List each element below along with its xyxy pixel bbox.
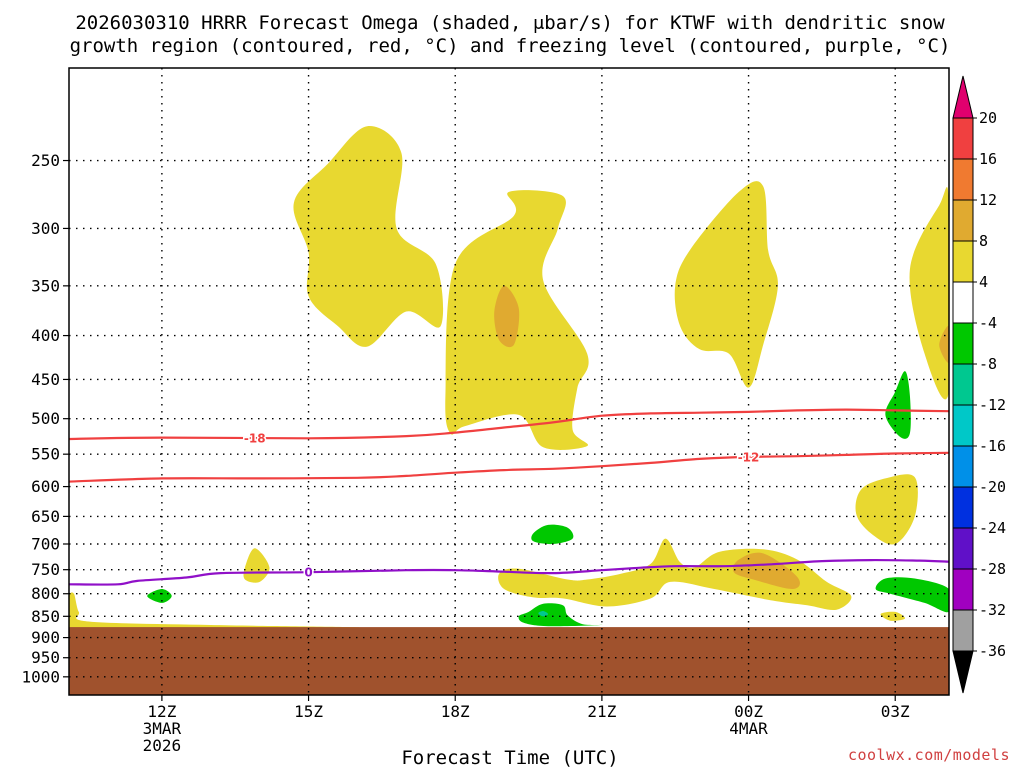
y-tick-label-550: 550 (31, 445, 60, 464)
y-tick-label-650: 650 (31, 507, 60, 526)
omega-region-17 (875, 577, 949, 613)
omega-region-6 (939, 325, 949, 363)
x-tick-label-21z-1: 21Z (587, 702, 616, 721)
omega-region-14 (531, 524, 574, 545)
colorbar-bin-9 (952, 445, 974, 488)
colorbar-tick-label-14: -36 (979, 642, 1006, 660)
colorbar-tick-label-10: -20 (979, 478, 1006, 496)
omega-region-12 (880, 611, 906, 621)
colorbar-tick-label-9: -16 (979, 437, 1006, 455)
omega-region-10 (732, 552, 800, 590)
colorbar-bin-4 (952, 240, 974, 283)
y-tick-label-450: 450 (31, 370, 60, 389)
x-axis-label: Forecast Time (UTC) (401, 747, 618, 768)
y-tick-label-250: 250 (31, 151, 60, 170)
x-tick-label-03z-1: 03Z (881, 702, 910, 721)
colorbar-tick-label-1: 20 (979, 109, 997, 127)
omega-region-9 (498, 538, 852, 611)
plot-inner: -18 -12 0 (69, 68, 949, 695)
colorbar-tick-label-4: 8 (979, 232, 988, 250)
omega-region-11 (69, 592, 361, 630)
y-tick-label-600: 600 (31, 477, 60, 496)
contour-label-2: -12 (738, 450, 760, 464)
y-tick-label-800: 800 (31, 584, 60, 603)
y-tick-label-500: 500 (31, 409, 60, 428)
colorbar-bin-6 (952, 322, 974, 365)
plot-frame (68, 67, 950, 696)
y-tick-label-950: 950 (31, 648, 60, 667)
colorbar-bin-5 (952, 281, 974, 324)
omega-region-16 (885, 371, 911, 439)
colorbar-bin-10 (952, 486, 974, 529)
colorbar-tick-label-12: -28 (979, 560, 1006, 578)
plot-area: -18 -12 0 250 300 350 400 450 500 550 600 650 700 750… (21, 67, 950, 755)
title-line-2: growth region (contoured, red, °C) and f… (70, 35, 951, 57)
title-line-1: 2026030310 HRRR Forecast Omega (shaded, … (75, 12, 945, 34)
contour-line-1 (69, 408, 949, 441)
y-tick-label-350: 350 (31, 276, 60, 295)
omega-region-1 (293, 126, 444, 347)
omega-region-8 (243, 548, 270, 583)
colorbar: 20 16 12 8 4 -4 -8 -12 -16 -20 -24 -28 -32 -36 (952, 75, 1006, 694)
x-tick-label-18z-1: 18Z (441, 702, 470, 721)
contour-line-3 (69, 558, 949, 586)
y-tick-label-850: 850 (31, 607, 60, 626)
omega-region-3 (494, 285, 520, 348)
y-tick-label-300: 300 (31, 219, 60, 238)
y-tick-label-400: 400 (31, 326, 60, 345)
x-tick-label-00z-1: 00Z (734, 702, 763, 721)
colorbar-bin-3 (952, 199, 974, 242)
colorbar-tick-label-8: -12 (979, 396, 1006, 414)
chart-title: 2026030310 HRRR Forecast Omega (shaded, … (70, 12, 951, 57)
colorbar-bin-12 (952, 568, 974, 611)
terrain-ground (69, 627, 949, 695)
colorbar-tick-label-3: 12 (979, 191, 997, 209)
contour-line-2 (69, 451, 949, 483)
x-tick-label-12z-3: 2026 (143, 736, 182, 755)
contour-label-3: 0 (304, 566, 312, 580)
omega-region-5 (909, 187, 949, 400)
y-tick-label-700: 700 (31, 534, 60, 553)
colorbar-tick-label-5: 4 (979, 273, 988, 291)
omega-region-18 (538, 610, 549, 617)
colorbar-bin-11 (952, 527, 974, 570)
colorbar-tick-label-2: 16 (979, 150, 997, 168)
colorbar-bottom-arrow (952, 650, 974, 694)
y-axis: 250 300 350 400 450 500 550 600 650 700 750 800 850 9… (21, 151, 69, 686)
contour-label-1: -18 (244, 432, 266, 446)
colorbar-bin-2 (952, 158, 974, 201)
colorbar-tick-label-13: -32 (979, 601, 1006, 619)
colorbar-tick-label-11: -24 (979, 519, 1006, 537)
colorbar-bin-8 (952, 404, 974, 447)
colorbar-tick-label-7: -8 (979, 355, 997, 373)
y-tick-label-1000: 1000 (21, 667, 60, 686)
colorbar-top-arrow (952, 75, 974, 119)
x-tick-label-12z-1: 12Z (147, 702, 176, 721)
omega-region-4 (674, 181, 778, 388)
colorbar-tick-label-6: -4 (979, 314, 997, 332)
omega-region-15 (147, 589, 172, 603)
site-credit: coolwx.com/models (848, 746, 1010, 764)
colorbar-bin-7 (952, 363, 974, 406)
x-tick-label-12z-2: 3MAR (143, 719, 182, 738)
y-tick-label-900: 900 (31, 628, 60, 647)
y-tick-label-750: 750 (31, 560, 60, 579)
colorbar-bin-1 (952, 117, 974, 160)
omega-region-13 (518, 603, 603, 627)
x-tick-label-15z-1: 15Z (294, 702, 323, 721)
colorbar-bin-13 (952, 609, 974, 652)
omega-region-7 (855, 474, 918, 545)
x-tick-label-00z-2: 4MAR (729, 719, 768, 738)
